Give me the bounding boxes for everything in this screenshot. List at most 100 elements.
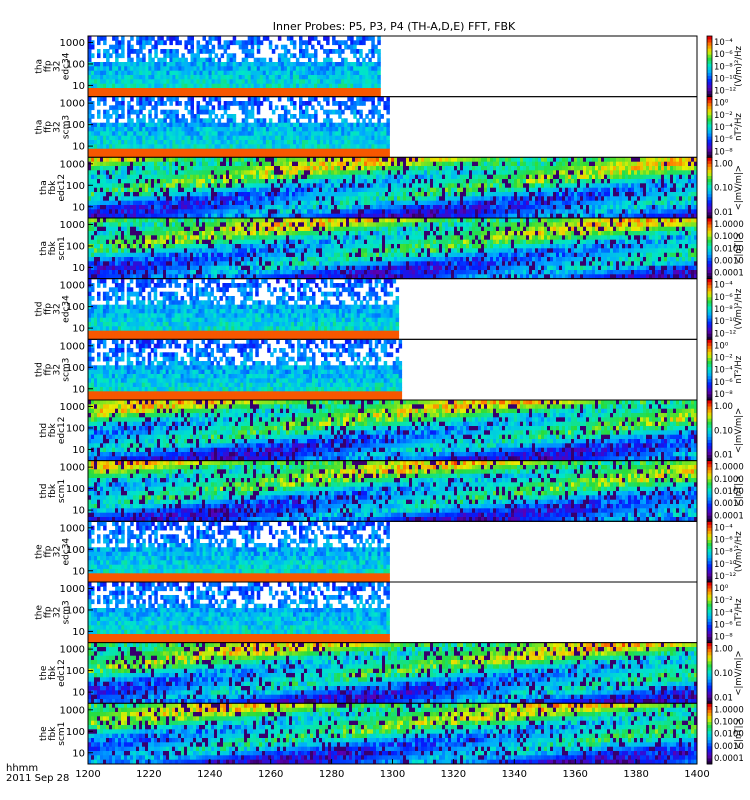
x-tick-label: 1320 (441, 769, 466, 780)
panel-label: thdffp32edc34 (35, 295, 72, 323)
y-tick-label: 100 (66, 181, 85, 192)
panel-label: thafbkedc12 (39, 174, 67, 202)
colorbar-tick-label: 0.01 (714, 451, 733, 461)
panel-tha-ffp-32-scm3: 101001000thaffp32scm310⁰10⁻²10⁻⁴10⁻⁶10⁻⁸… (35, 97, 745, 158)
colorbar-tick-label: 10⁻⁸ (714, 62, 733, 72)
colorbar-tick-label: 10⁻² (714, 354, 733, 364)
colorbar-unit: nT²/Hz (734, 113, 744, 141)
spectrogram-texture (88, 36, 381, 97)
colorbar-tick-label: 10⁻¹² (714, 329, 736, 339)
spectrogram-texture (88, 279, 399, 340)
colorbar-tick-label: 1.00 (714, 645, 733, 655)
spectrogram-texture (88, 643, 698, 704)
colorbar-unit: <|mV/m|> (734, 650, 744, 695)
y-tick-label: 100 (66, 241, 85, 252)
colorbar-tick-label: 10⁻⁶ (714, 378, 733, 388)
panel-label: thefbkscm1 (39, 722, 67, 746)
y-tick-label: 1000 (60, 402, 85, 413)
y-tick-label: 10 (72, 263, 85, 274)
colorbar-tick-label: 10⁻⁶ (714, 135, 733, 145)
spectrogram-texture (88, 218, 698, 279)
y-tick-label: 10 (72, 384, 85, 395)
y-tick-label: 10 (72, 627, 85, 638)
colorbar-unit: <|mV/m|> (734, 165, 744, 210)
colorbar-tick-label: 0.0001 (714, 754, 744, 764)
panel-label: thafbkscm1 (39, 236, 67, 260)
colorbar-tick-label: 0.01 (714, 208, 733, 218)
panel-thd-ffp-32-scm3: 101001000thdffp32scm310⁰10⁻²10⁻⁴10⁻⁶10⁻⁸… (35, 339, 745, 400)
y-tick-label: 10 (72, 566, 85, 577)
colorbar-tick-label: 10⁻⁶ (714, 536, 733, 546)
colorbar-tick-label: 10⁻⁸ (714, 390, 733, 400)
panel-label: thdffp32scm3 (35, 358, 72, 382)
colorbar-tick-label: 10⁻⁶ (714, 621, 733, 631)
colorbar-tick-label: 10⁻¹² (714, 572, 736, 582)
colorbar-tick-label: 10⁻⁸ (714, 548, 733, 558)
y-tick-label: 1000 (60, 99, 85, 110)
x-tick-label: 1360 (562, 769, 587, 780)
y-tick-label: 1000 (60, 159, 85, 170)
panel-the-ffp-32-scm3: 101001000theffp32scm310⁰10⁻²10⁻⁴10⁻⁶10⁻⁸… (35, 582, 745, 643)
colorbar-tick-label: 0.01 (714, 693, 733, 703)
colorbar-tick-label: 10⁻⁸ (714, 305, 733, 315)
colorbar-tick-label: 10⁻⁴ (714, 608, 733, 618)
spectrogram-texture (88, 97, 390, 158)
colorbar-tick-label: 1.0000 (714, 705, 744, 715)
y-tick-label: 1000 (60, 584, 85, 595)
panel-tha-ffp-32-edc34: 101001000thaffp32edc3410⁻⁴10⁻⁶10⁻⁸10⁻¹⁰1… (35, 36, 745, 97)
colorbar-tick-label: 10⁻⁶ (714, 293, 733, 303)
colorbar-tick-label: 10⁻⁶ (714, 50, 733, 60)
colorbar-tick-label: 0.10 (714, 426, 733, 436)
colorbar-tick-label: 10⁰ (714, 99, 729, 109)
spectrogram-texture (88, 703, 698, 764)
panel-label: thaffp32scm3 (35, 115, 72, 139)
y-tick-label: 1000 (60, 463, 85, 474)
colorbar-tick-label: 10⁻² (714, 596, 733, 606)
x-tick-label: 1260 (258, 769, 283, 780)
y-tick-label: 10 (72, 142, 85, 153)
colorbar-tick-label: 10⁻⁴ (714, 123, 733, 133)
colorbar-tick-label: 0.0001 (714, 511, 744, 521)
colorbar: 1.00 0.10 0.01<|mV/m|> (707, 643, 744, 704)
colorbar-tick-label: 0.10 (714, 184, 733, 194)
x-tick-label: 1380 (623, 769, 648, 780)
colorbar-unit: <|mV/m|> (734, 408, 744, 453)
y-tick-label: 10 (72, 688, 85, 699)
colorbar-tick-label: 10⁻⁴ (714, 38, 733, 48)
y-tick-label: 1000 (60, 281, 85, 292)
y-tick-label: 1000 (60, 705, 85, 716)
y-tick-label: 10 (72, 445, 85, 456)
spectrogram-texture (88, 339, 402, 400)
colorbar-unit: nT²/Hz (734, 355, 744, 383)
y-tick-label: 10 (72, 506, 85, 517)
y-tick-label: 1000 (60, 341, 85, 352)
colorbar-tick-label: 10⁻¹² (714, 87, 736, 97)
colorbar-unit: <|nT|> (734, 476, 744, 507)
colorbar-tick-label: 10⁻² (714, 111, 733, 121)
y-tick-label: 10 (72, 202, 85, 213)
colorbar-unit: (V/m)²/Hz (734, 288, 744, 329)
spectrogram-texture (88, 521, 390, 582)
x-tick-label: 1280 (319, 769, 344, 780)
colorbar: 1.000.100.01<|mV/m|> (707, 400, 744, 461)
x-tick-label: 1340 (502, 769, 527, 780)
x-tick-label: 1400 (684, 769, 709, 780)
spectrogram-texture (88, 582, 390, 643)
colorbar: 1.000.100.01<|mV/m|> (707, 157, 744, 218)
colorbar-tick-label: 1.0000 (714, 463, 744, 473)
date-label: 2011 Sep 28 (6, 773, 69, 784)
panel-tha-fbk-scm1: 101001000thafbkscm11.00000.10000.01000.0… (39, 218, 744, 279)
y-tick-label: 1000 (60, 38, 85, 49)
colorbar-unit: <|nT|> (734, 718, 744, 749)
colorbar-tick-label: 10⁰ (714, 584, 729, 594)
colorbar-tick-label: 10⁰ (714, 341, 729, 351)
colorbar-tick-label: 0.10 (714, 669, 733, 679)
y-tick-label: 1000 (60, 645, 85, 656)
